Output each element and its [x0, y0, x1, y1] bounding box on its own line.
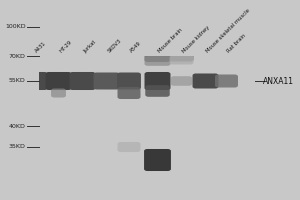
- Text: Mouse brain: Mouse brain: [158, 28, 184, 54]
- FancyBboxPatch shape: [169, 55, 194, 65]
- Text: HT-29: HT-29: [58, 40, 73, 54]
- Text: A431: A431: [34, 41, 48, 54]
- FancyBboxPatch shape: [169, 50, 194, 62]
- FancyBboxPatch shape: [94, 72, 119, 90]
- FancyBboxPatch shape: [118, 142, 140, 152]
- Text: SKOV3: SKOV3: [106, 38, 122, 54]
- Text: Mouse kidney: Mouse kidney: [182, 25, 211, 54]
- FancyBboxPatch shape: [118, 87, 140, 99]
- Text: Jurkat: Jurkat: [82, 40, 97, 54]
- FancyBboxPatch shape: [215, 74, 238, 88]
- Text: 35KD: 35KD: [9, 144, 26, 150]
- Text: 70KD: 70KD: [9, 53, 26, 58]
- FancyBboxPatch shape: [70, 72, 95, 90]
- FancyBboxPatch shape: [171, 76, 192, 86]
- Text: Mouse skeletal muscle: Mouse skeletal muscle: [206, 8, 251, 54]
- FancyBboxPatch shape: [145, 50, 170, 62]
- FancyBboxPatch shape: [22, 72, 47, 90]
- FancyBboxPatch shape: [46, 72, 71, 90]
- Text: 40KD: 40KD: [9, 123, 26, 129]
- FancyBboxPatch shape: [117, 72, 141, 90]
- Text: 55KD: 55KD: [9, 78, 26, 84]
- FancyBboxPatch shape: [144, 149, 171, 171]
- FancyBboxPatch shape: [145, 72, 170, 90]
- FancyBboxPatch shape: [193, 73, 218, 89]
- Text: 100KD: 100KD: [5, 24, 26, 29]
- FancyBboxPatch shape: [145, 56, 170, 66]
- Text: ANXA11: ANXA11: [262, 76, 293, 86]
- FancyBboxPatch shape: [51, 88, 66, 98]
- Text: A549: A549: [129, 41, 142, 54]
- Text: Rat brain: Rat brain: [226, 33, 247, 54]
- FancyBboxPatch shape: [145, 85, 170, 97]
